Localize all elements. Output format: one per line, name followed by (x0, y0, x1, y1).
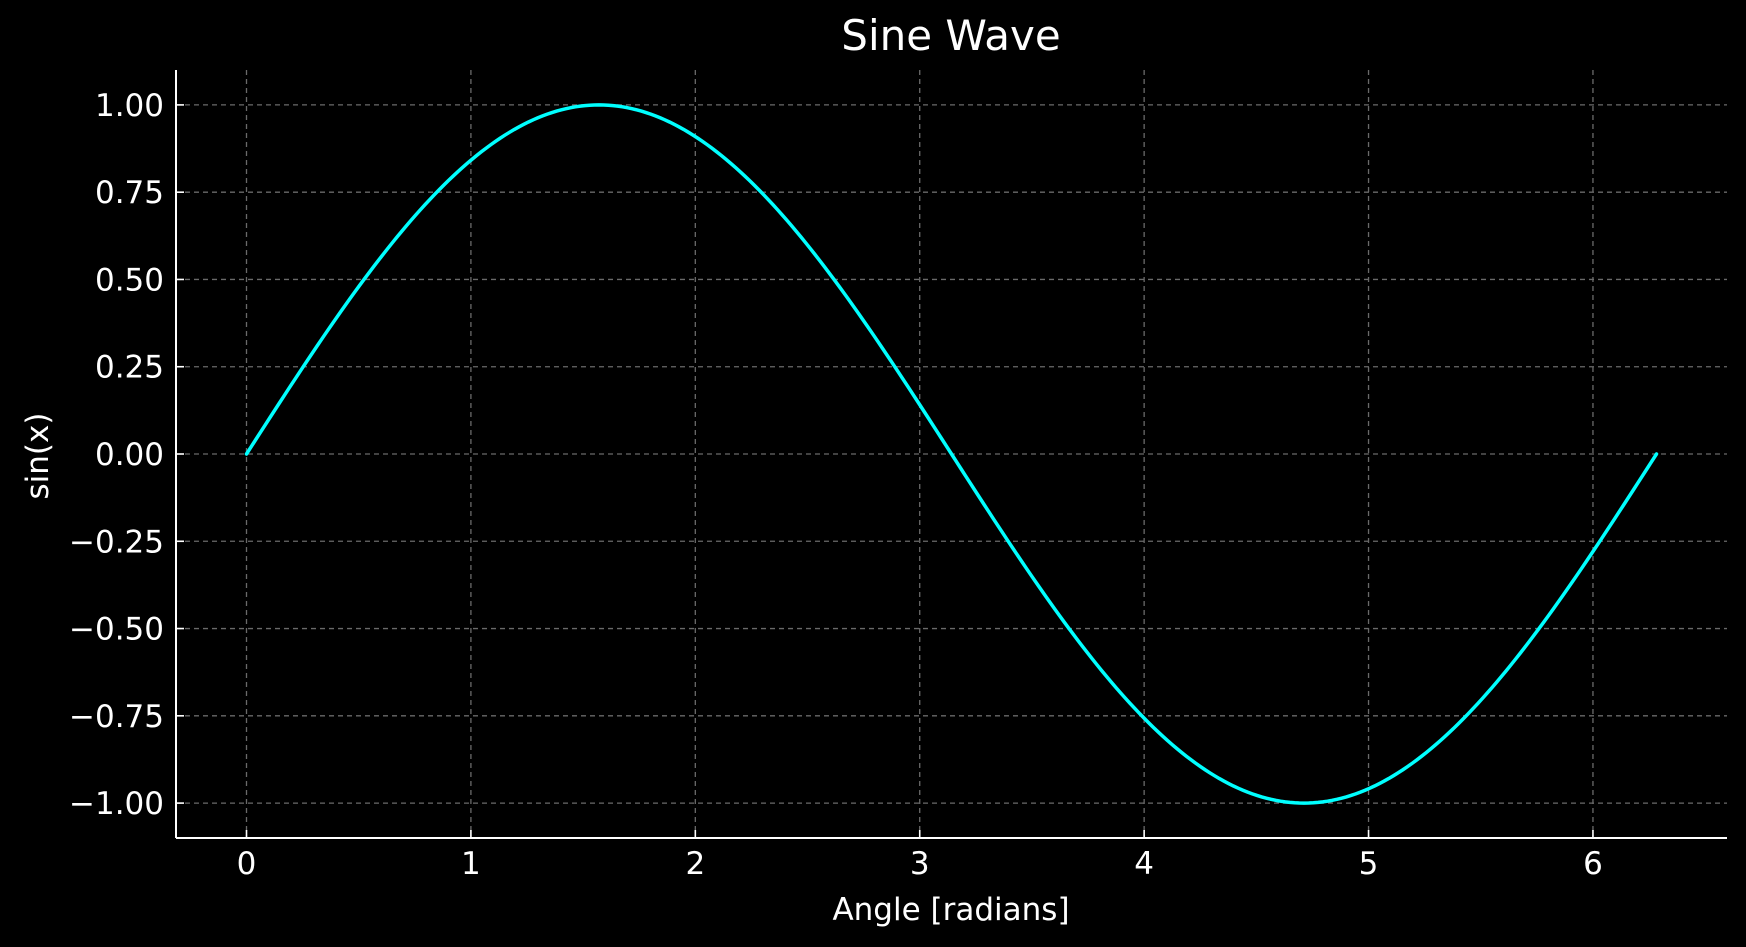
y-axis-label: sin(x) (20, 413, 56, 500)
x-tick-label: 5 (1359, 846, 1379, 882)
y-tick-label: 0.75 (95, 175, 164, 211)
x-axis-label: Angle [radians] (832, 892, 1069, 928)
x-tick-label: 0 (237, 846, 257, 882)
y-ticks: 1.00 0.75 0.50 0.25 0.00 −0.25 −0.50 −0.75 −1.00 (69, 88, 184, 822)
y-tick-label: −0.75 (69, 699, 164, 735)
chart-title: Sine Wave (841, 11, 1060, 60)
y-tick-label: 1.00 (95, 88, 164, 124)
series-layer (244, 103, 1659, 805)
x-tick-label: 4 (1134, 846, 1154, 882)
x-tick-label: 6 (1583, 846, 1603, 882)
x-ticks: 0 1 2 3 4 5 6 (237, 830, 1603, 882)
x-tick-label: 2 (685, 846, 705, 882)
y-tick-label: −1.00 (69, 786, 164, 822)
y-tick-label: 0.25 (95, 350, 164, 386)
series-line-sin (244, 103, 1659, 805)
y-tick-label: 0.00 (95, 437, 164, 473)
y-tick-label: 0.50 (95, 262, 164, 298)
y-tick-label: −0.25 (69, 524, 164, 560)
x-tick-label: 3 (910, 846, 930, 882)
y-tick-label: −0.50 (69, 612, 164, 648)
x-tick-label: 1 (461, 846, 481, 882)
